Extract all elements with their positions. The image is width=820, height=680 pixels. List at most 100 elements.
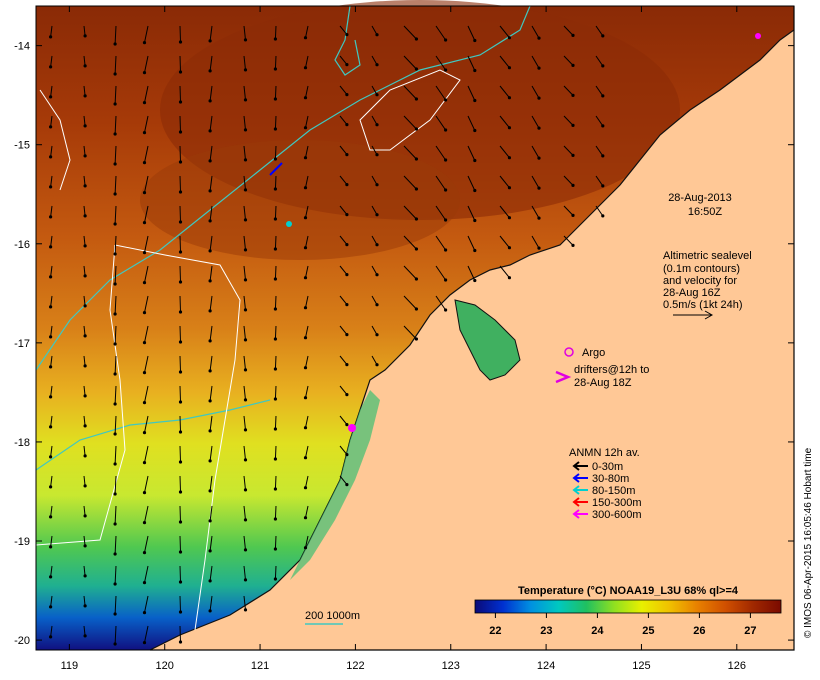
velocity-arrow [144, 445, 149, 463]
velocity-arrow [83, 145, 86, 156]
velocity-arrow [531, 235, 540, 249]
bathymetry-200m [35, 5, 531, 371]
credit-text: © IMOS 06-Apr-2015 16:05:46 Hobart time [803, 447, 814, 638]
king-sound [454, 299, 521, 381]
velocity-arrow [179, 445, 181, 463]
velocity-arrow [144, 415, 149, 433]
velocity-arrow [243, 415, 246, 430]
velocity-arrow-head [178, 220, 183, 224]
velocity-arrow-head [375, 243, 379, 247]
velocity-arrow [467, 85, 476, 101]
velocity-arrow [144, 325, 149, 343]
velocity-arrow [339, 205, 348, 215]
velocity-arrow-head [273, 217, 277, 221]
velocity-arrow [50, 505, 53, 517]
velocity-arrow-head [303, 96, 308, 100]
plot-area [35, 0, 795, 651]
drifters-line-1: drifters@12h to [574, 364, 649, 376]
velocity-arrow [144, 145, 149, 163]
velocity-arrow [274, 385, 277, 400]
velocity-arrow [144, 475, 149, 493]
velocity-arrow [83, 355, 86, 366]
velocity-arrow [305, 475, 309, 488]
velocity-arrow-head [208, 69, 212, 73]
velocity-arrow [305, 325, 309, 338]
velocity-arrow [371, 235, 378, 245]
velocity-arrow [305, 25, 309, 38]
velocity-arrow [114, 85, 117, 105]
velocity-arrow-head [473, 128, 477, 133]
velocity-arrow [114, 205, 117, 225]
velocity-arrow-head [49, 125, 53, 129]
velocity-arrow-head [142, 341, 147, 345]
velocity-arrow-head [273, 487, 277, 491]
velocity-arrow [403, 25, 417, 40]
velocity-arrow-head [345, 273, 349, 277]
velocity-arrow-head [49, 35, 53, 39]
velocity-arrow-head [178, 580, 183, 584]
velocity-arrow-head [303, 486, 308, 490]
velocity-arrow-head [208, 549, 212, 553]
velocity-arrow [50, 175, 53, 187]
velocity-arrow [371, 115, 378, 125]
drifter-marker [286, 221, 292, 227]
lon-tick-label: 124 [537, 660, 555, 672]
velocity-arrow-head [375, 333, 379, 337]
velocity-arrow-head [83, 514, 87, 518]
velocity-arrow [114, 325, 117, 345]
velocity-arrow [403, 325, 417, 340]
velocity-arrow [83, 325, 86, 336]
velocity-arrow [499, 115, 510, 129]
velocity-arrow [403, 55, 417, 70]
velocity-arrow-head [243, 578, 248, 582]
velocity-arrow [435, 145, 447, 161]
velocity-arrow-head [113, 342, 117, 346]
velocity-arrow [209, 205, 213, 221]
lon-tick-label: 125 [632, 660, 650, 672]
velocity-arrow-head [273, 367, 277, 371]
velocity-arrow-head [83, 244, 87, 248]
velocity-arrow-head [49, 275, 53, 279]
velocity-arrow [435, 205, 447, 221]
velocity-arrow-head [49, 245, 53, 249]
velocity-arrow-head [243, 68, 248, 72]
velocity-arrow [499, 265, 510, 279]
velocity-arrow-head [142, 461, 147, 465]
longitude-axis: 119 120 121 122 123 124 125 126 [61, 6, 746, 672]
velocity-arrow-head [414, 67, 418, 71]
velocity-arrow-head [243, 128, 248, 132]
velocity-arrow-head [414, 127, 418, 131]
velocity-arrow [371, 325, 378, 335]
velocity-arrow [305, 175, 309, 188]
velocity-arrow [274, 325, 277, 340]
velocity-arrow-head [178, 610, 183, 614]
velocity-arrow-head [243, 368, 248, 372]
velocity-arrow-head [444, 218, 448, 222]
velocity-arrow-head [507, 36, 511, 40]
lat-tick-label: -14 [14, 41, 30, 53]
velocity-arrow-head [303, 306, 308, 310]
velocity-arrow [83, 175, 86, 186]
velocity-arrow-head [273, 247, 277, 251]
velocity-arrow-head [243, 548, 248, 552]
velocity-arrow-head [142, 161, 147, 165]
velocity-arrow-head [142, 641, 147, 645]
velocity-arrow-head [208, 309, 212, 313]
velocity-arrow [531, 145, 540, 159]
velocity-arrow-head [49, 605, 53, 609]
velocity-arrow [403, 145, 417, 160]
velocity-arrow-head [345, 453, 349, 457]
velocity-arrow-head [444, 98, 448, 102]
velocity-arrow-head [49, 575, 53, 579]
velocity-arrow [209, 85, 213, 101]
velocity-arrow [243, 535, 246, 550]
velocity-arrow [435, 175, 447, 191]
velocity-arrow-head [49, 305, 53, 309]
velocity-arrow [114, 625, 117, 645]
velocity-arrow-head [83, 364, 87, 368]
timestamp-date: 28-Aug-2013 [668, 192, 732, 204]
velocity-arrow [339, 325, 348, 335]
anmn-depth-label: 150-300m [592, 497, 642, 509]
velocity-arrow-head [178, 640, 183, 644]
